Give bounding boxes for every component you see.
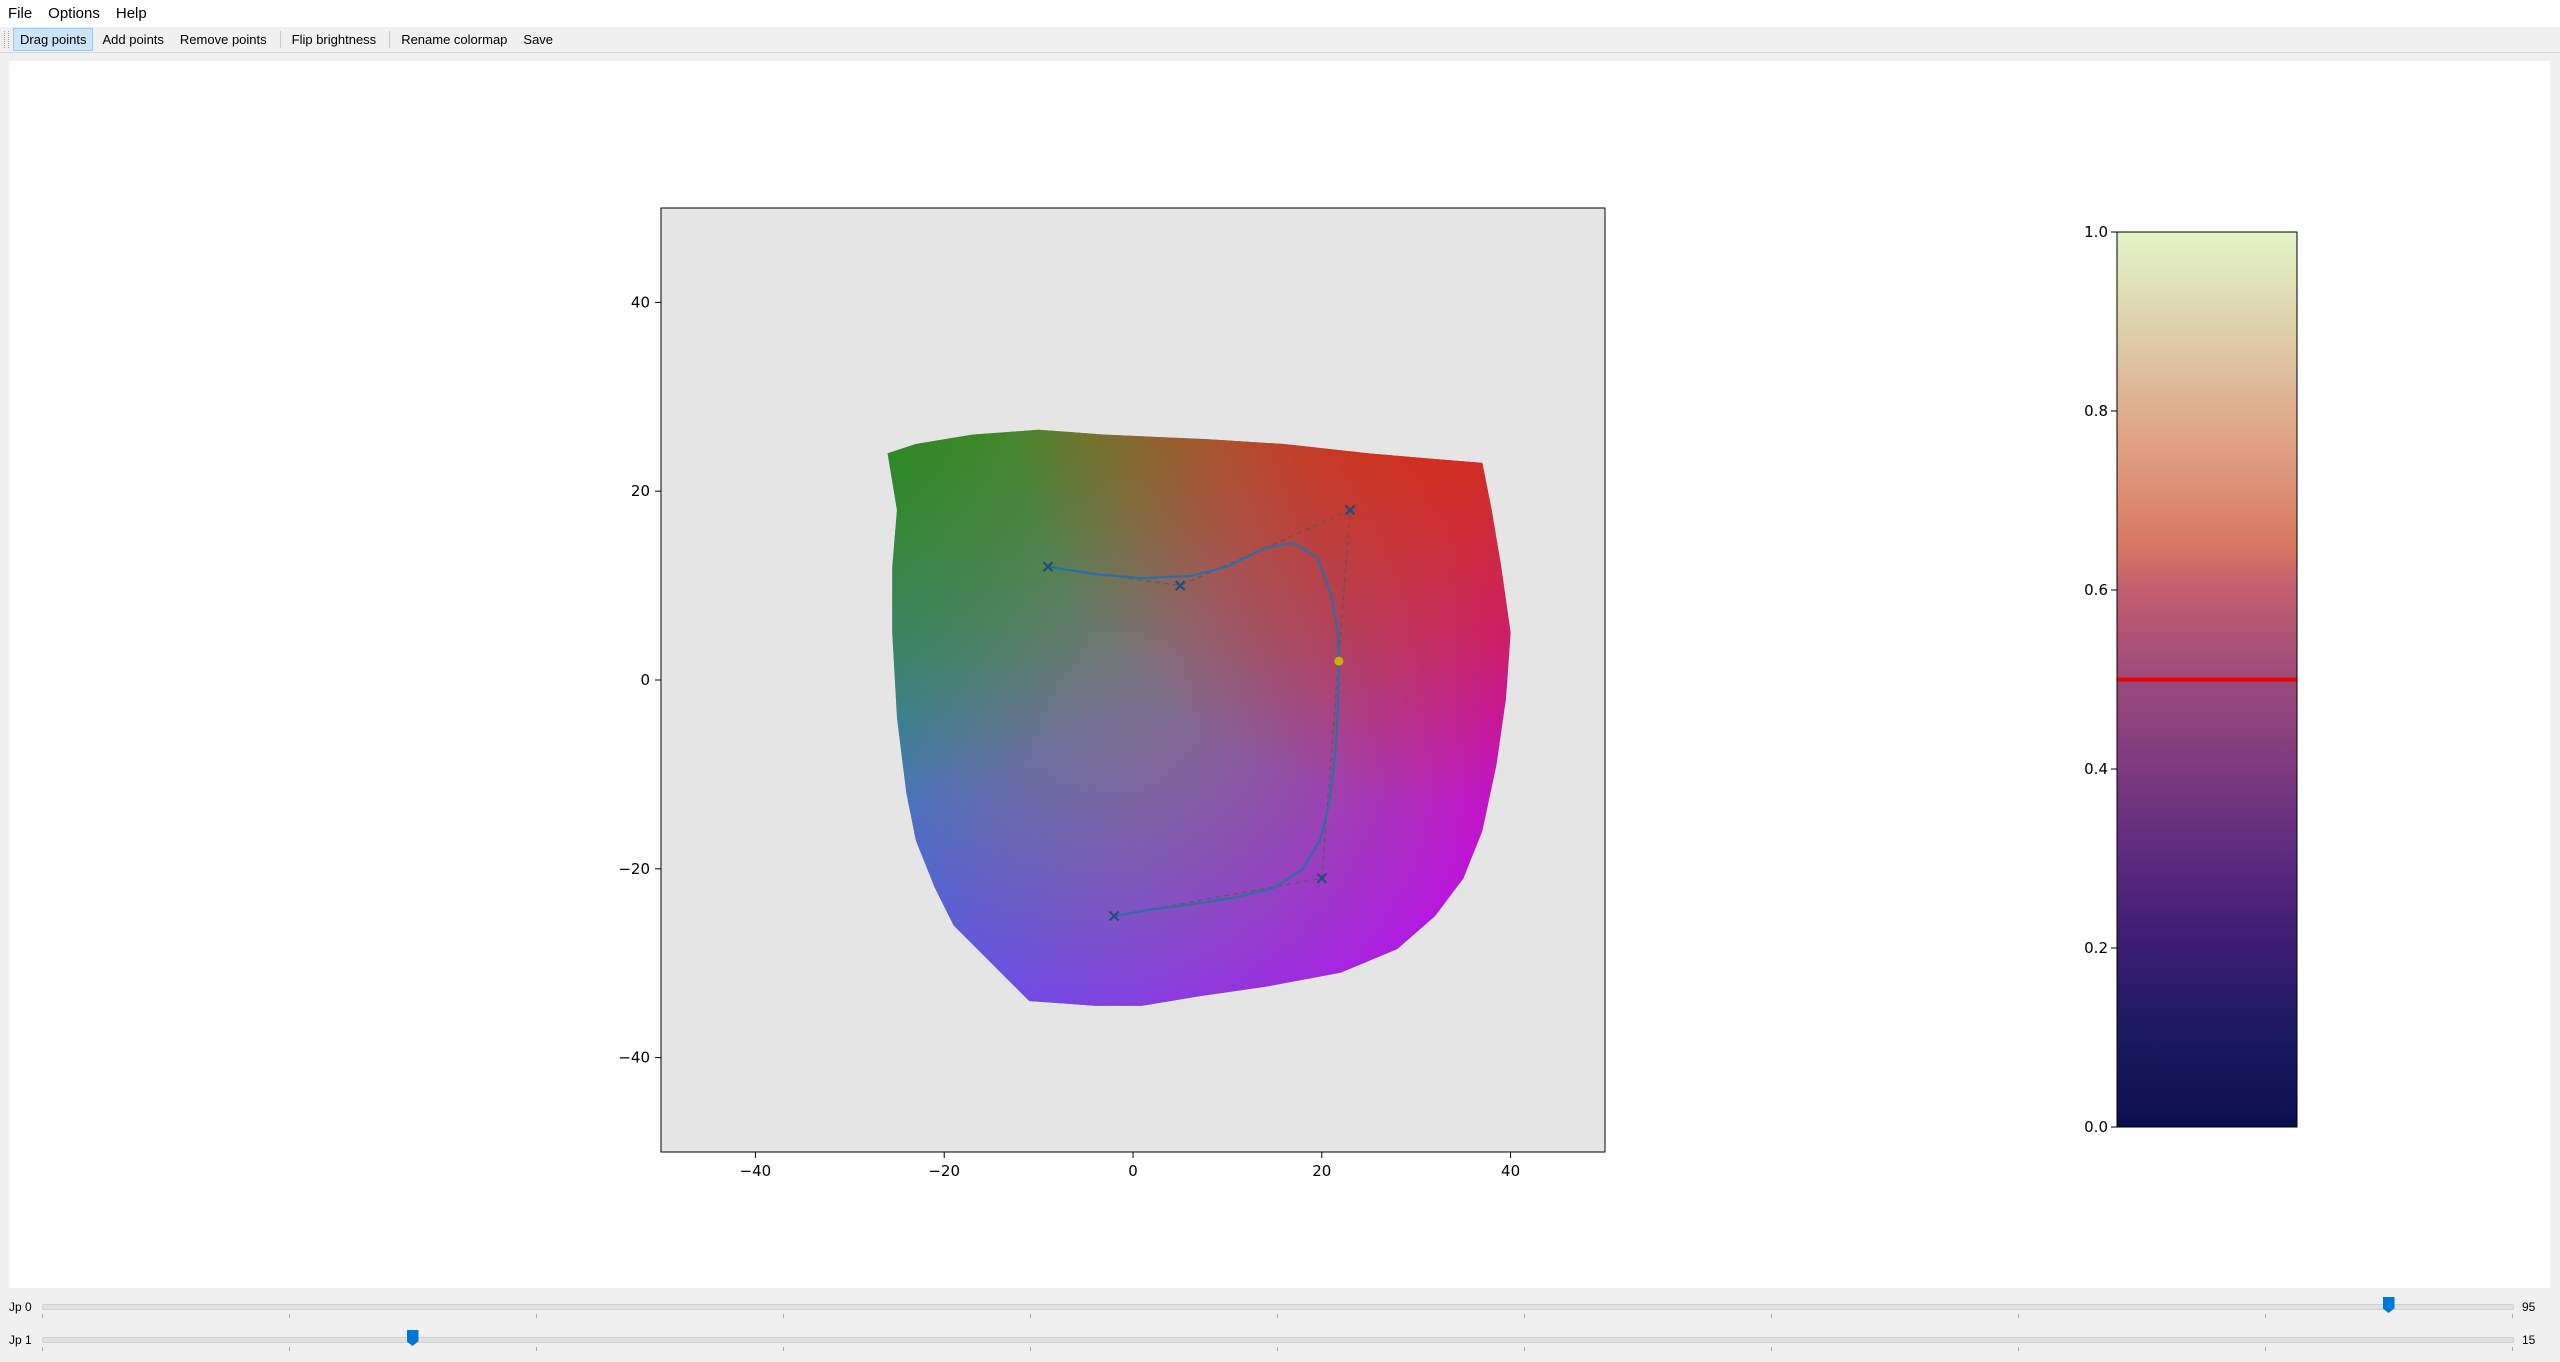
- y-tick-label: 0: [640, 671, 650, 689]
- colormap-tick-label: 0.0: [2084, 1118, 2108, 1136]
- colormap-tick-label: 0.6: [2084, 581, 2108, 599]
- y-tick-label: 40: [631, 293, 650, 311]
- control-point-2[interactable]: [1344, 504, 1356, 516]
- colormap-tick-label: 1.0: [2084, 223, 2108, 241]
- remove-points-button[interactable]: Remove points: [179, 32, 267, 47]
- toolbar: Drag points Add points Remove points Fli…: [0, 27, 2560, 53]
- toolbar-separator: [389, 31, 391, 48]
- control-point-0[interactable]: [1042, 561, 1054, 572]
- slider-jp1-value: 15: [2522, 1333, 2536, 1347]
- slider-tick: [289, 1314, 290, 1318]
- slider-tick: [783, 1314, 784, 1318]
- menu-options[interactable]: Options: [48, 5, 100, 22]
- control-point-1[interactable]: [1174, 580, 1186, 591]
- slider-tick: [1030, 1314, 1031, 1318]
- slider-tick: [42, 1347, 43, 1351]
- x-tick-label: −40: [740, 1162, 772, 1180]
- y-tick-label: −40: [618, 1049, 650, 1067]
- menubar: File Options Help: [0, 0, 2560, 27]
- toolbar-separator: [279, 31, 281, 48]
- colormap-tick-label: 0.4: [2084, 760, 2108, 778]
- slider-tick: [1277, 1347, 1278, 1351]
- slider-tick: [2265, 1314, 2266, 1318]
- slider-tick: [1524, 1314, 1525, 1318]
- menu-help[interactable]: Help: [115, 5, 147, 22]
- slider-tick: [1771, 1347, 1772, 1351]
- slider-jp0-handle[interactable]: [2382, 1297, 2395, 1313]
- rename-colormap-button[interactable]: Rename colormap: [401, 32, 508, 47]
- slider-jp1-label: Jp 1: [9, 1333, 32, 1347]
- slider-jp0-label: Jp 0: [9, 1300, 32, 1314]
- slider-tick: [1524, 1347, 1525, 1351]
- figure-canvas[interactable]: −40 −20 0 20 40 −40 −20 0 20 40 0.0 0.2 0.4 0.6 0.8 1…: [9, 61, 2550, 1288]
- gamut-axes[interactable]: −40 −20 0 20 40 −40 −20 0 20 40: [618, 207, 1606, 1180]
- x-tick-label: 0: [1128, 1162, 1138, 1180]
- slider-tick: [2512, 1314, 2513, 1318]
- slider-tick: [1030, 1347, 1031, 1351]
- save-button[interactable]: Save: [523, 32, 554, 47]
- colormap-axes[interactable]: 0.0 0.2 0.4 0.6 0.8 1.0: [2084, 223, 2298, 1136]
- colormap-tick-label: 0.2: [2084, 939, 2108, 957]
- slider-tick: [2018, 1347, 2019, 1351]
- toolbar-grip-handle[interactable]: [4, 31, 9, 48]
- x-tick-label: 40: [1501, 1162, 1520, 1180]
- slider-tick: [1277, 1314, 1278, 1318]
- drag-points-button[interactable]: Drag points: [13, 28, 94, 51]
- gamut-region: [887, 429, 1511, 1006]
- y-tick-label: 20: [631, 482, 650, 500]
- menu-file[interactable]: File: [8, 5, 33, 22]
- slider-jp1-groove[interactable]: [42, 1337, 2514, 1343]
- colormap-tick-label: 0.8: [2084, 402, 2108, 420]
- slider-tick: [2018, 1314, 2019, 1318]
- slider-jp0[interactable]: Jp 0 95: [0, 1295, 2560, 1319]
- x-tick-label: −20: [928, 1162, 960, 1180]
- slider-jp1-handle[interactable]: [406, 1330, 419, 1346]
- y-tick-label: −20: [618, 860, 650, 878]
- figure-svg[interactable]: −40 −20 0 20 40 −40 −20 0 20 40 0.0 0.2 0.4 0.6 0.8 1…: [9, 61, 2550, 1288]
- control-point-3[interactable]: [1316, 872, 1328, 884]
- slider-jp1[interactable]: Jp 1 15: [0, 1328, 2560, 1352]
- slider-tick: [783, 1347, 784, 1351]
- slider-tick: [2265, 1347, 2266, 1351]
- slider-tick: [536, 1314, 537, 1318]
- slider-jp0-value: 95: [2522, 1300, 2536, 1314]
- colormap-frame: [2116, 231, 2298, 1128]
- add-points-button[interactable]: Add points: [102, 32, 164, 47]
- slider-tick: [42, 1314, 43, 1318]
- control-point-4[interactable]: [1108, 910, 1120, 922]
- highlight-point[interactable]: [1334, 656, 1344, 666]
- slider-tick: [536, 1347, 537, 1351]
- flip-brightness-button[interactable]: Flip brightness: [291, 32, 377, 47]
- x-tick-label: 20: [1312, 1162, 1331, 1180]
- slider-tick: [1771, 1314, 1772, 1318]
- slider-tick: [2512, 1347, 2513, 1351]
- slider-jp0-groove[interactable]: [42, 1304, 2514, 1310]
- slider-tick: [289, 1347, 290, 1351]
